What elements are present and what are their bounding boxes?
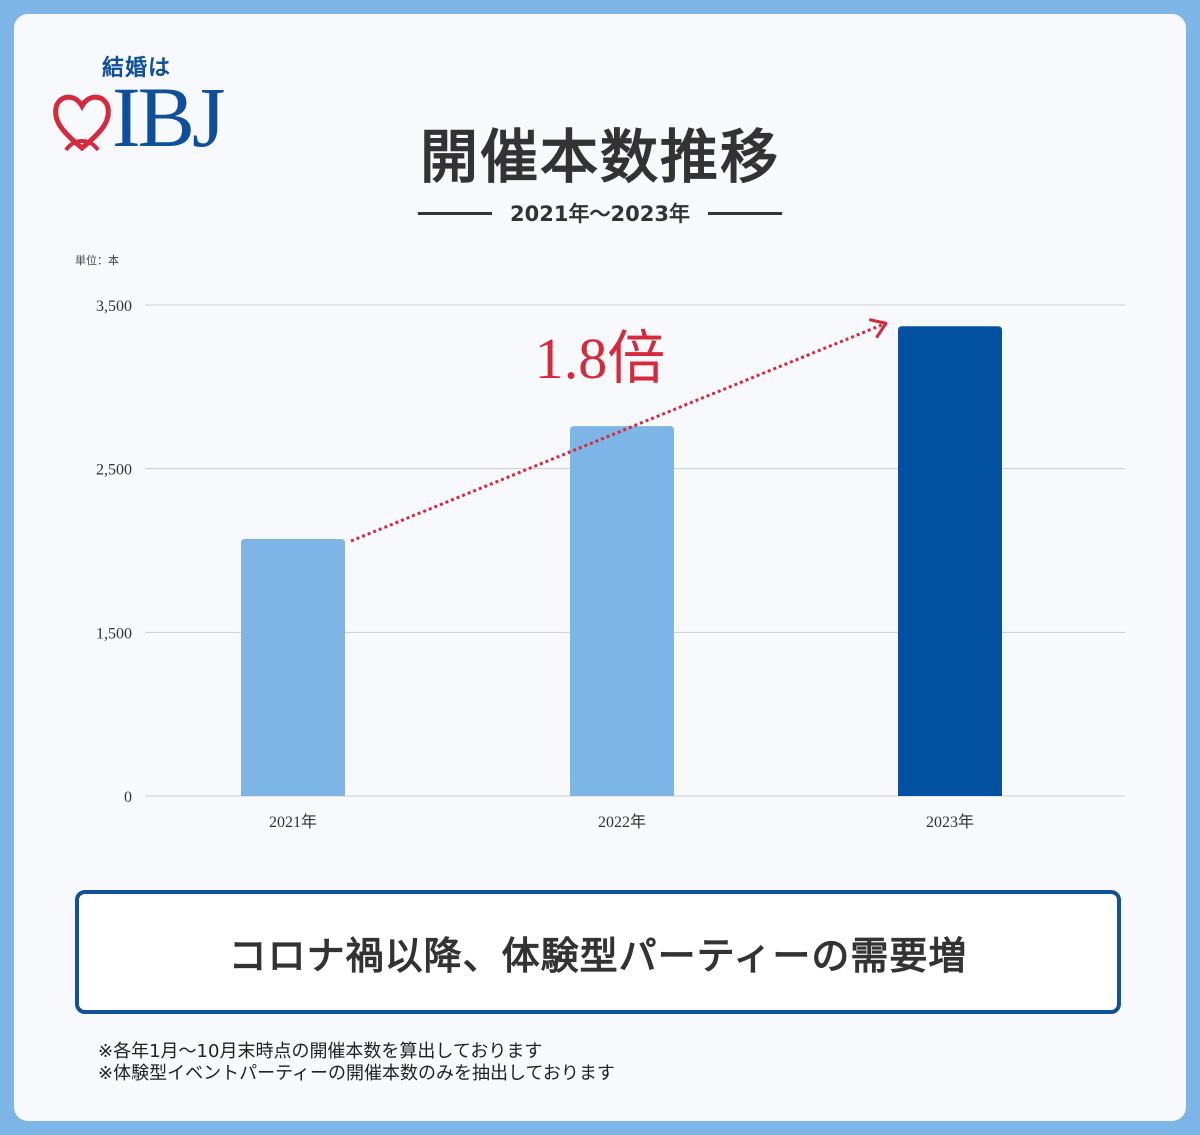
bar-chart: 0 1,500 2,500 3,500 2021年 2022年 2023年 1.8倍 — [96, 298, 1125, 831]
subtitle-divider-left — [418, 211, 493, 215]
callout-box: コロナ禍以降、体験型パーティーの需要増 — [75, 890, 1121, 1014]
growth-annotation: 1.8倍 — [535, 326, 666, 391]
y-tick-label: 2,500 — [96, 462, 132, 479]
footnote-2: ※体験型イベントパーティーの開催本数のみを抽出しております — [98, 1063, 615, 1084]
logo-brand: IBJ — [112, 69, 225, 165]
trend-arrowhead — [868, 318, 888, 339]
trend-arrow-line — [350, 321, 887, 543]
heart-icon — [53, 94, 111, 152]
x-tick-label: 2023年 — [926, 813, 974, 831]
footnote-1: ※各年1月〜10月末時点の開催本数を算出しております — [98, 1041, 543, 1062]
subtitle-divider-right — [707, 211, 782, 215]
y-tick-label: 1,500 — [96, 625, 132, 642]
subtitle-row: 2021年〜2023年 — [0, 198, 1200, 228]
bar — [570, 426, 674, 796]
footnotes: ※各年1月〜10月末時点の開催本数を算出しております ※体験型イベントパーティー… — [98, 1041, 615, 1085]
y-tick-label: 0 — [124, 789, 132, 806]
page-title: 開催本数推移 — [419, 123, 780, 191]
ibj-logo: 結婚は IBJ — [52, 50, 232, 180]
y-tick-label: 3,500 — [96, 298, 132, 315]
x-tick-label: 2021年 — [269, 813, 317, 831]
callout-text: コロナ禍以降、体験型パーティーの需要増 — [228, 933, 968, 978]
x-tick-label: 2022年 — [598, 813, 646, 831]
bar — [241, 539, 345, 796]
bar — [898, 326, 1002, 796]
unit-label: 単位：本 — [75, 254, 119, 267]
subtitle: 2021年〜2023年 — [510, 202, 690, 226]
logo-tagline: 結婚は — [102, 55, 172, 81]
